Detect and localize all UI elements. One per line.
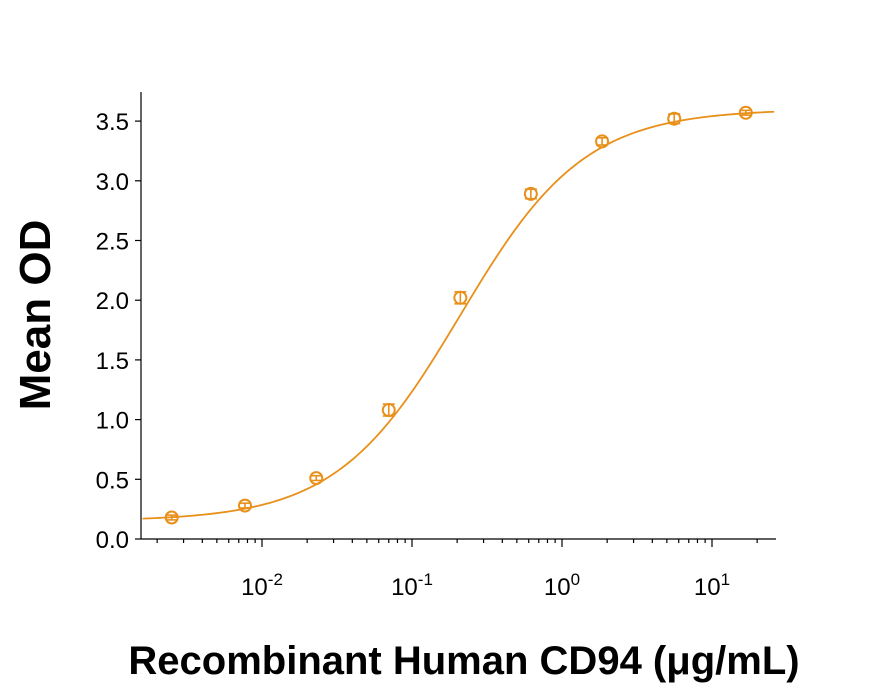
data-point [595, 134, 610, 149]
data-point [523, 186, 538, 201]
data-point [164, 510, 179, 525]
fit-curve-group [142, 110, 775, 520]
point-marker [595, 134, 610, 149]
y-ticks: 0.0 0.5 1.0 1.5 2.0 2.5 3.0 3.5 [96, 109, 141, 554]
data-point [667, 111, 682, 126]
y-tick-label: 2.5 [96, 229, 129, 256]
y-tick-label: 0.5 [96, 467, 129, 494]
y-tick-label: 1.0 [96, 408, 129, 435]
data-point [237, 498, 252, 513]
y-tick-label: 3.0 [96, 169, 129, 196]
data-points [164, 105, 753, 525]
point-marker [237, 498, 252, 513]
y-tick-label: 1.5 [96, 348, 129, 375]
point-marker [738, 105, 753, 120]
data-point [309, 471, 324, 486]
point-marker [667, 111, 682, 126]
x-ticks: 10-2 10-1 100 101 [156, 539, 758, 601]
point-marker [164, 510, 179, 525]
y-tick-label: 2.0 [96, 288, 129, 315]
x-tick-label: 10-1 [391, 570, 433, 601]
point-marker [523, 186, 538, 201]
y-tick-label: 3.5 [96, 109, 129, 136]
point-marker [453, 290, 468, 305]
x-tick-label: 10-2 [241, 570, 283, 601]
data-point [453, 290, 468, 305]
x-tick-label: 101 [694, 570, 730, 601]
data-point [738, 105, 753, 120]
fit-curve [142, 110, 775, 520]
y-tick-label: 0.0 [96, 527, 129, 554]
x-axis-title: Recombinant Human CD94 (μg/mL) [128, 639, 799, 683]
data-point [381, 403, 396, 418]
y-axis-title: Mean OD [11, 220, 60, 411]
axes [140, 92, 776, 540]
point-marker [381, 403, 396, 418]
x-tick-label: 100 [544, 570, 580, 601]
point-marker [309, 471, 324, 486]
